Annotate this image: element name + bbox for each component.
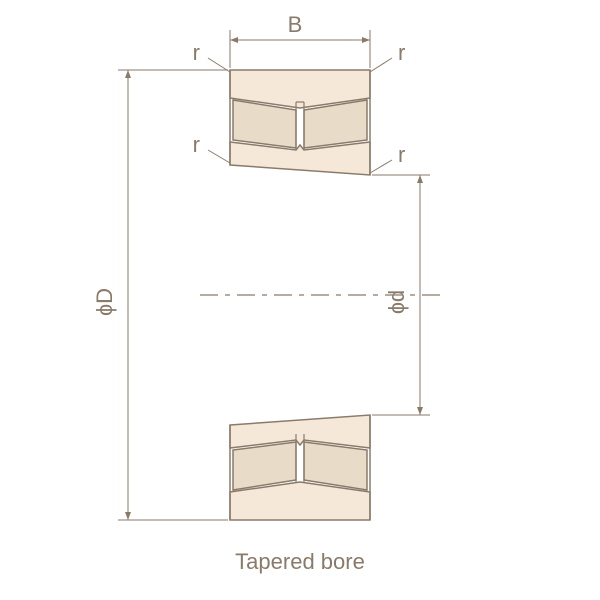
label-r-br: r [398, 142, 405, 167]
inner-ring-bottom [230, 415, 370, 448]
label-r-tr: r [398, 40, 405, 65]
label-r-tl: r [193, 40, 200, 65]
bearing-diagram: B ɸD ɸd r r r r [0, 0, 600, 560]
radius-label-tl-inner: r [193, 132, 230, 163]
dimension-B: B [230, 12, 370, 68]
radius-label-tr-inner: r [370, 142, 405, 173]
label-D: ɸD [92, 288, 117, 316]
caption: Tapered bore [235, 549, 365, 575]
label-B: B [288, 12, 303, 37]
label-d: ɸd [384, 290, 409, 314]
dimension-d: ɸd [372, 175, 430, 415]
inner-ring-top [230, 142, 370, 175]
radius-label-tr-outer: r [370, 40, 405, 72]
label-r-bl: r [193, 132, 200, 157]
radius-label-tl-outer: r [193, 40, 230, 72]
